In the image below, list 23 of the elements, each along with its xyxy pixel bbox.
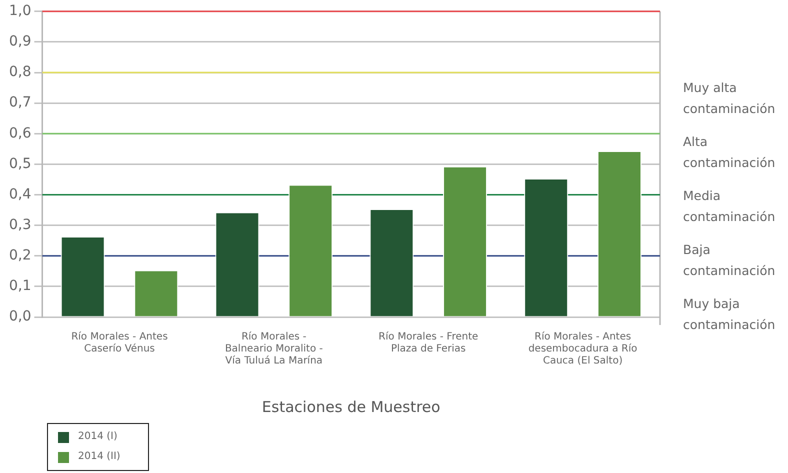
text: Muy alta contaminación	[683, 79, 776, 118]
x-axis-title: Estaciones de Muestreo	[262, 398, 440, 416]
y-tick-label: 0,3	[9, 216, 32, 233]
y-tick-label: 0,5	[9, 156, 32, 172]
x-tick-label: Río Morales - Frente Plaza de Ferias	[378, 332, 478, 355]
y-tick-label: 0,2	[9, 248, 32, 264]
y-tick-label: 0,8	[9, 64, 32, 80]
y-tick-label: 0,6	[9, 125, 32, 142]
text: Baja contaminación	[683, 241, 776, 280]
x-tick-label: Río Morales - Balneario Moralito - Vía Tuluá La Marína	[224, 332, 324, 367]
legend-label: 2014 (II)	[78, 450, 120, 464]
y-tick-label: 0,0	[9, 308, 32, 325]
y-tick-label: 0,4	[9, 186, 32, 202]
y-tick-label: 1,0	[9, 3, 32, 20]
x-tick-label: Río Morales - Antes desembocadura a Río Cauca (El Salto)	[528, 332, 638, 367]
y-tick-label: 0,7	[9, 94, 32, 111]
text: Media contaminación	[683, 187, 776, 226]
y-tick-label: 0,1	[9, 278, 32, 294]
x-tick-label: Río Morales - Antes Caserío Vénus	[71, 332, 168, 355]
text: Muy baja contaminación	[683, 295, 776, 334]
legend-label: 2014 (I)	[78, 430, 118, 444]
text: Alta contaminación	[683, 133, 776, 172]
y-tick-label: 0,9	[9, 34, 32, 50]
